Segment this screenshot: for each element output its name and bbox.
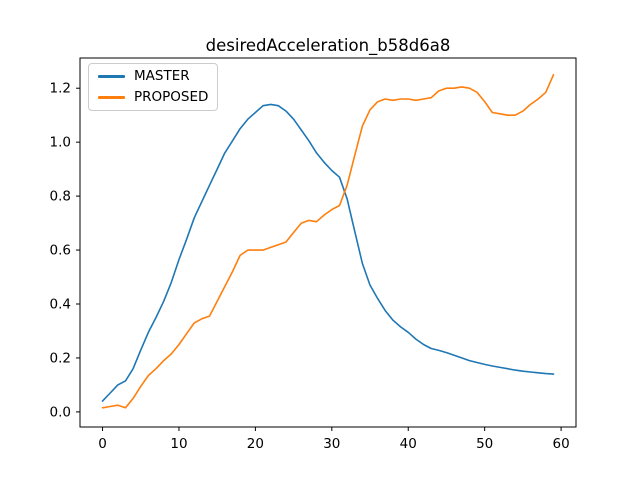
legend: MASTER PROPOSED [88,63,218,111]
legend-swatch-proposed [98,96,125,100]
y-tick-label: 0.4 [50,297,71,313]
x-tick-label: 60 [553,436,570,452]
legend-label-proposed: PROPOSED [134,89,209,105]
x-tick-label: 0 [98,436,107,452]
x-tick-label: 50 [476,436,493,452]
legend-swatch-master [98,74,125,78]
y-tick-label: 0.6 [50,243,71,259]
y-tick-label: 1.2 [50,81,71,97]
axes-frame [79,57,577,428]
x-tick-label: 10 [170,436,187,452]
legend-label-master: MASTER [134,67,190,84]
series-line-master [101,103,555,402]
y-tick-label: 0.2 [50,350,71,366]
y-tick-label: 0.0 [50,404,71,420]
x-tick-label: 30 [323,436,340,452]
y-tick-label: 1.0 [50,135,71,151]
legend-item-master: MASTER [98,67,217,84]
chart-title: desiredAcceleration_b58d6a8 [205,36,451,55]
legend-item-proposed: PROPOSED [98,89,217,105]
x-tick-label: 40 [400,436,417,452]
y-tick-label: 0.8 [50,189,71,205]
series-line-proposed [101,73,555,409]
x-tick-label: 20 [247,436,264,452]
